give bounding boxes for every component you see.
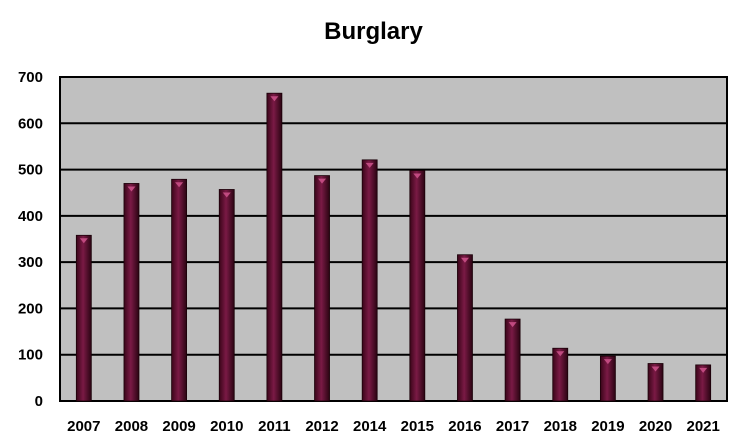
y-tick-label: 0 xyxy=(35,393,43,410)
bar xyxy=(409,170,426,402)
bar-cap xyxy=(127,186,136,192)
bar-cap xyxy=(508,322,517,328)
bar xyxy=(647,363,664,402)
bar-cap xyxy=(79,238,88,244)
x-tick-label: 2012 xyxy=(305,418,338,435)
y-tick-label: 400 xyxy=(18,208,43,225)
bar xyxy=(695,364,712,402)
bar xyxy=(75,234,92,402)
bar xyxy=(123,183,140,402)
x-tick-label: 2018 xyxy=(544,418,577,435)
bar-cap xyxy=(318,178,327,184)
bar xyxy=(457,254,473,402)
bar-cap xyxy=(365,162,374,168)
bar-cap xyxy=(699,367,708,373)
bar xyxy=(361,159,378,402)
y-tick-label: 600 xyxy=(18,115,43,132)
x-axis: 2007 2008 2009 2010 2011 2012 2014 2015 2016 2017… xyxy=(67,418,720,435)
bar-cap xyxy=(603,359,612,365)
x-tick-label: 2010 xyxy=(210,418,243,435)
bar xyxy=(266,92,283,402)
x-tick-label: 2014 xyxy=(353,418,387,435)
gridlines xyxy=(60,122,727,356)
bar-cap xyxy=(175,182,184,188)
bar xyxy=(171,178,188,402)
y-tick-label: 700 xyxy=(18,69,43,86)
bar-cap xyxy=(222,192,231,198)
x-tick-label: 2017 xyxy=(496,418,529,435)
x-tick-label: 2016 xyxy=(448,418,481,435)
x-tick-label: 2021 xyxy=(686,418,719,435)
x-tick-label: 2008 xyxy=(115,418,148,435)
bar-cap xyxy=(651,366,660,372)
x-tick-label: 2011 xyxy=(258,418,291,435)
y-tick-label: 300 xyxy=(18,254,43,271)
chart-title: Burglary xyxy=(324,18,423,45)
x-tick-label: 2019 xyxy=(591,418,624,435)
bar-cap xyxy=(270,96,279,102)
bar xyxy=(552,347,569,402)
plot-area xyxy=(59,76,728,402)
bar xyxy=(218,189,235,402)
bar xyxy=(599,355,616,402)
bar-cap xyxy=(460,257,469,263)
bar xyxy=(504,318,521,402)
x-tick-label: 2009 xyxy=(162,418,195,435)
y-axis: 0 100 200 300 400 500 600 700 xyxy=(18,69,43,410)
x-tick-label: 2020 xyxy=(639,418,672,435)
x-tick-label: 2015 xyxy=(401,418,434,435)
bar-cap xyxy=(556,351,565,357)
bars xyxy=(75,92,712,402)
y-tick-label: 200 xyxy=(18,300,43,317)
y-tick-label: 100 xyxy=(18,347,43,364)
bar-cap xyxy=(413,173,422,179)
bar xyxy=(314,175,330,402)
x-tick-label: 2007 xyxy=(67,418,100,435)
y-tick-label: 500 xyxy=(18,162,43,179)
